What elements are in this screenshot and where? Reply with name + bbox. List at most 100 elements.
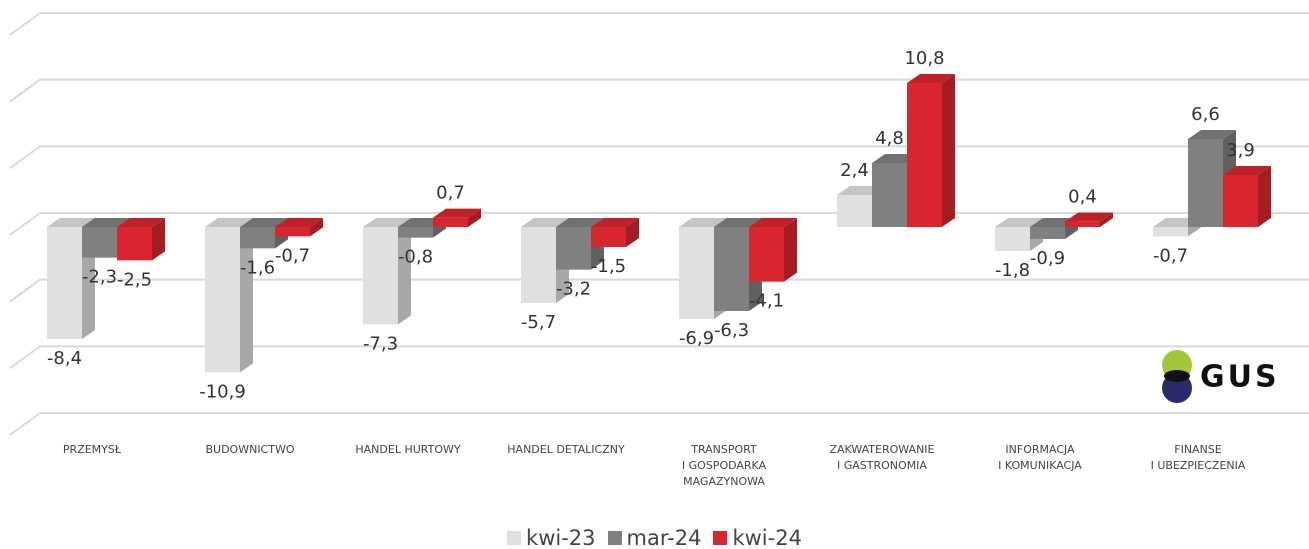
value-label: -0,7: [1153, 245, 1188, 266]
bar-front: [82, 227, 117, 258]
bar: [1223, 166, 1271, 227]
bar-front: [837, 195, 872, 227]
bar-front: [872, 163, 907, 227]
bar-front: [398, 227, 433, 238]
bar-side: [942, 74, 955, 227]
bar-top: [591, 218, 639, 227]
bar-front: [714, 227, 749, 311]
bar-top: [47, 218, 95, 227]
bar-top: [1223, 166, 1271, 175]
value-label: -1,6: [240, 257, 275, 278]
bar-front: [275, 227, 310, 237]
x-tick-label: TRANSPORT I GOSPODARKA MAGAZYNOWA: [681, 443, 767, 488]
value-label: 2,4: [840, 160, 869, 181]
bar-front: [591, 227, 626, 247]
x-tick-label: HANDEL HURTOWY: [355, 443, 461, 456]
legend-label: mar-24: [626, 526, 702, 549]
logo-text: GUS: [1200, 360, 1280, 395]
value-label: -1,8: [995, 260, 1030, 281]
bar: [907, 74, 955, 227]
x-tick-label: BUDOWNICTWO: [205, 443, 295, 456]
bar: [117, 218, 165, 261]
bar-top: [907, 74, 955, 83]
legend-item: mar-24: [607, 526, 702, 549]
bar: [556, 218, 604, 270]
bar-top: [749, 218, 797, 227]
legend: kwi-23 mar-24 kwi-24: [0, 526, 1309, 549]
value-label: -3,2: [556, 279, 591, 300]
bar-front: [907, 83, 942, 227]
logo-circle: [1164, 370, 1190, 382]
grid-line: [9, 78, 1309, 103]
bar: [591, 218, 639, 247]
bar-side: [398, 218, 411, 325]
bar-side: [468, 208, 481, 227]
value-label: -0,9: [1030, 248, 1065, 269]
value-label: 6,6: [1191, 104, 1220, 125]
bar-side: [1100, 212, 1113, 227]
bar-side: [626, 218, 639, 247]
bar: [1065, 212, 1113, 227]
value-label: 0,4: [1068, 187, 1097, 208]
bar-top: [714, 218, 762, 227]
bar-front: [521, 227, 556, 303]
value-label: -6,9: [679, 328, 714, 349]
value-label: -0,7: [275, 245, 310, 266]
bar-front: [1030, 227, 1065, 239]
x-tick-label: FINANSE I UBEZPIECZENIA: [1150, 443, 1246, 472]
value-label: -1,5: [591, 256, 626, 277]
grid-line: [9, 345, 1309, 370]
grid-line: [9, 212, 1309, 236]
bar-top: [521, 218, 569, 227]
x-tick-label: INFORMACJA I KOMUNIKACJA: [998, 443, 1082, 472]
bar-top: [82, 218, 130, 227]
bar-front: [749, 227, 784, 282]
grid-line: [9, 412, 1309, 436]
bar: [749, 218, 797, 282]
bar-front: [1065, 221, 1100, 227]
value-label: -7,3: [363, 333, 398, 354]
logo: GUS: [1162, 350, 1280, 403]
legend-swatch: [607, 531, 622, 545]
value-label: -8,4: [47, 348, 82, 369]
bar-top: [363, 218, 411, 227]
value-label: -0,8: [398, 247, 433, 268]
x-tick-label: ZAKWATEROWANIE I GASTRONOMIA: [829, 443, 935, 472]
bar-top: [556, 218, 604, 227]
value-label: -6,3: [714, 320, 749, 341]
bar-front: [363, 227, 398, 325]
bar-side: [784, 218, 797, 282]
bar-top: [1188, 130, 1236, 139]
bar-top: [679, 218, 727, 227]
value-label: 3,9: [1226, 140, 1255, 161]
bar-side: [152, 218, 165, 261]
value-label: 10,8: [904, 48, 944, 69]
bar-front: [433, 217, 468, 227]
x-tick-label: PRZEMYSŁ: [62, 443, 122, 456]
legend-item: kwi-24: [713, 526, 802, 549]
bar-side: [240, 218, 253, 373]
bar-front: [117, 227, 152, 261]
bar-front: [205, 227, 240, 373]
legend-swatch: [507, 531, 522, 545]
bar-top: [995, 218, 1043, 227]
value-label: 0,7: [436, 183, 465, 204]
bar-front: [1223, 175, 1258, 227]
bar-top: [117, 218, 165, 227]
grid-line: [9, 12, 1309, 36]
bar-top: [433, 208, 481, 218]
value-label: -5,7: [521, 312, 556, 333]
bar-front: [556, 227, 591, 270]
bar: [363, 218, 411, 325]
value-label: -2,3: [82, 267, 117, 288]
bar: [433, 208, 481, 227]
legend-label: kwi-23: [526, 526, 596, 549]
bar-front: [1188, 139, 1223, 227]
value-label: -10,9: [199, 381, 246, 402]
value-label: -4,1: [749, 291, 784, 312]
bar: [47, 218, 95, 339]
bar-front: [1153, 227, 1188, 237]
bar-top: [205, 218, 253, 227]
